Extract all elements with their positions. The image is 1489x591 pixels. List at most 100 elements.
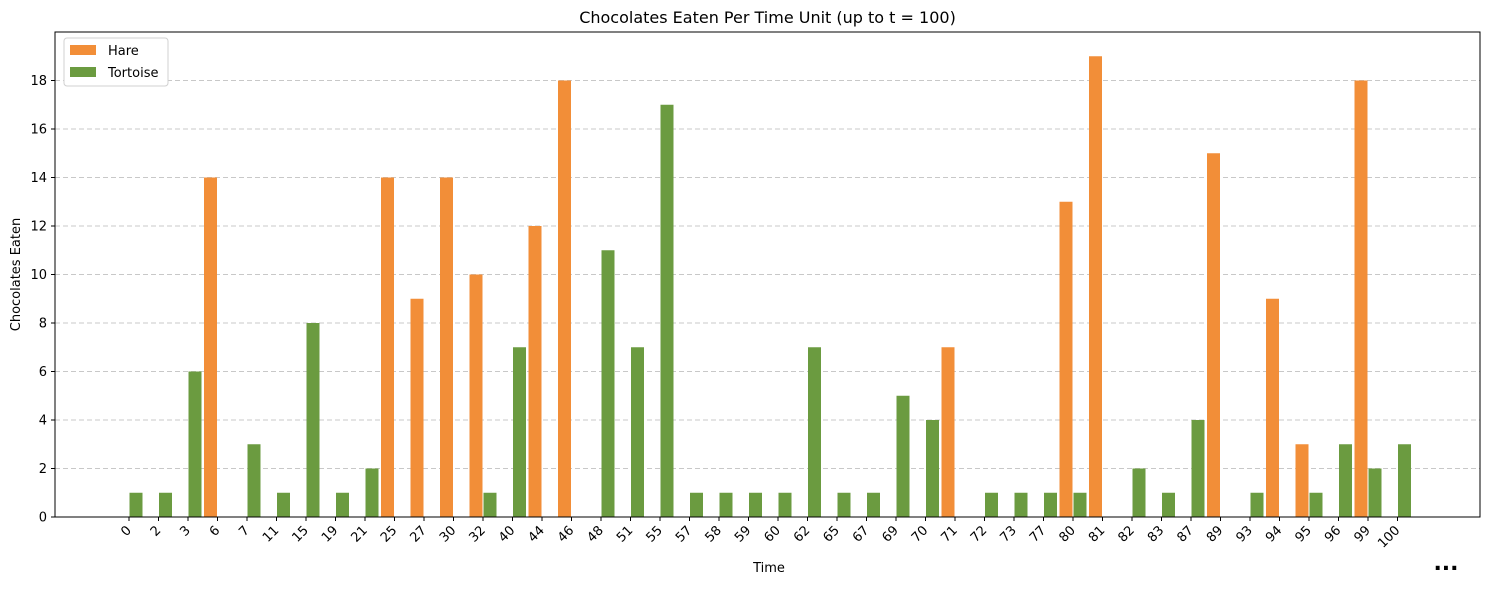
y-tick-label: 2 — [39, 462, 47, 477]
bar-hare-30 — [440, 177, 453, 517]
bar-tortoise-72 — [985, 492, 998, 517]
x-tick-label: 25 — [378, 523, 400, 545]
x-tick-label: 60 — [762, 523, 784, 545]
bar-tortoise-65 — [837, 492, 851, 517]
bar-tortoise-93 — [1250, 492, 1264, 517]
y-tick-label: 10 — [30, 268, 47, 283]
legend-swatch-tortoise — [70, 67, 96, 77]
x-tick-label: 11 — [260, 523, 282, 545]
x-tick-label: 87 — [1175, 523, 1197, 545]
x-tick-label: 30 — [437, 523, 459, 545]
x-tick-label: 100 — [1375, 523, 1403, 551]
bar-hare-25 — [381, 177, 394, 517]
x-tick-label: 59 — [732, 523, 754, 545]
bar-tortoise-62 — [808, 347, 821, 517]
bar-tortoise-55 — [660, 104, 674, 517]
x-tick-label: 57 — [673, 523, 695, 545]
x-tick-label: 7 — [236, 523, 252, 539]
x-tick-label: 46 — [555, 523, 577, 545]
bar-tortoise-58 — [719, 492, 733, 517]
x-tick-label: 94 — [1263, 523, 1285, 545]
bar-tortoise-100 — [1398, 444, 1411, 517]
x-tick-label: 95 — [1293, 523, 1315, 545]
bar-tortoise-11 — [277, 492, 290, 517]
bar-tortoise-2 — [159, 492, 172, 517]
y-tick-label: 0 — [39, 511, 47, 526]
bar-tortoise-83 — [1162, 492, 1175, 517]
x-tick-label: 65 — [821, 523, 843, 545]
bar-tortoise-59 — [749, 492, 762, 517]
bar-tortoise-7 — [247, 444, 261, 517]
x-tick-label: 80 — [1057, 523, 1079, 545]
bar-tortoise-67 — [867, 492, 880, 517]
y-tick-label: 4 — [39, 414, 47, 429]
y-tick-label: 16 — [30, 123, 47, 138]
x-tick-label: 72 — [968, 523, 990, 545]
bar-tortoise-95 — [1309, 492, 1323, 517]
y-tick-label: 18 — [30, 74, 47, 89]
x-tick-label: 21 — [349, 523, 371, 545]
x-tick-label: 62 — [791, 523, 813, 545]
x-tick-label: 77 — [1027, 523, 1049, 545]
bar-hare-44 — [528, 226, 542, 517]
continuation-ellipsis: ... — [1433, 551, 1458, 576]
bar-tortoise-99 — [1368, 468, 1382, 517]
bar-tortoise-40 — [513, 347, 526, 517]
bar-hare-46 — [558, 80, 571, 517]
x-tick-label: 89 — [1204, 523, 1226, 545]
x-tick-label: 51 — [614, 523, 636, 545]
bar-hare-95 — [1295, 444, 1309, 517]
bar-tortoise-77 — [1044, 492, 1057, 517]
y-tick-label: 12 — [30, 220, 47, 235]
x-tick-label: 93 — [1234, 523, 1256, 545]
x-tick-label: 3 — [177, 523, 193, 539]
bar-tortoise-96 — [1339, 444, 1352, 517]
x-tick-label: 73 — [998, 523, 1020, 545]
x-tick-label: 71 — [939, 523, 961, 545]
bar-tortoise-60 — [778, 492, 792, 517]
bar-tortoise-15 — [306, 323, 320, 517]
y-tick-label: 6 — [39, 365, 47, 380]
x-tick-label: 81 — [1086, 523, 1108, 545]
legend: Hare Tortoise — [63, 37, 169, 87]
bar-tortoise-3 — [188, 371, 202, 517]
x-tick-label: 67 — [850, 523, 872, 545]
bar-tortoise-73 — [1014, 492, 1028, 517]
bar-hare-71 — [941, 347, 955, 517]
x-tick-label: 82 — [1116, 523, 1138, 545]
x-tick-label: 70 — [909, 523, 931, 545]
x-tick-label: 40 — [496, 523, 518, 545]
bar-tortoise-48 — [601, 250, 615, 517]
x-tick-label: 58 — [703, 523, 725, 545]
x-tick-label: 44 — [526, 523, 548, 545]
bar-tortoise-82 — [1132, 468, 1146, 517]
bar-tortoise-57 — [690, 492, 703, 517]
x-tick-label: 15 — [290, 523, 312, 545]
bar-hare-32 — [469, 274, 483, 517]
bar-tortoise-32 — [483, 492, 497, 517]
x-tick-label: 2 — [148, 523, 164, 539]
bar-tortoise-21 — [365, 468, 379, 517]
x-axis-label: Time — [752, 561, 785, 576]
legend-label-tortoise: Tortoise — [107, 66, 158, 81]
x-tick-label: 27 — [408, 523, 430, 545]
x-tick-label: 0 — [118, 523, 134, 539]
bar-tortoise-69 — [896, 395, 910, 517]
bar-hare-80 — [1059, 201, 1073, 517]
bar-hare-6 — [204, 177, 217, 517]
bar-hare-94 — [1266, 298, 1279, 517]
bar-tortoise-0 — [129, 492, 143, 517]
y-tick-label: 8 — [39, 317, 47, 332]
bar-hare-99 — [1354, 80, 1368, 517]
y-tick-label: 14 — [30, 171, 47, 186]
x-tick-label: 83 — [1145, 523, 1167, 545]
bar-tortoise-70 — [926, 420, 939, 517]
x-tick-label: 55 — [644, 523, 666, 545]
bar-tortoise-87 — [1191, 420, 1205, 517]
x-tick-label: 48 — [585, 523, 607, 545]
legend-label-hare: Hare — [108, 44, 139, 59]
x-tick-label: 96 — [1322, 523, 1344, 545]
grid-lines — [55, 80, 1480, 469]
x-tick-label: 6 — [207, 523, 223, 539]
